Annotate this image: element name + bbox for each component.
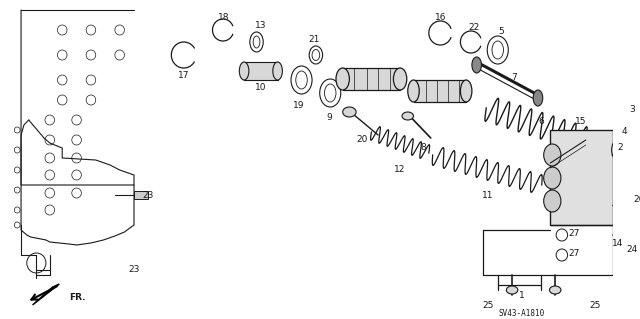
Ellipse shape — [472, 57, 481, 73]
Ellipse shape — [460, 80, 472, 102]
Text: 23: 23 — [143, 190, 154, 199]
Text: 27: 27 — [568, 249, 580, 257]
Bar — [134, 191, 148, 199]
Text: 24: 24 — [626, 246, 637, 255]
Text: 2: 2 — [618, 144, 623, 152]
Text: 25: 25 — [589, 300, 601, 309]
Text: 19: 19 — [293, 100, 305, 109]
Ellipse shape — [533, 90, 543, 106]
Ellipse shape — [342, 107, 356, 117]
Text: 21: 21 — [308, 35, 319, 44]
Ellipse shape — [394, 68, 407, 90]
Ellipse shape — [402, 112, 413, 120]
Text: 16: 16 — [435, 13, 446, 23]
Text: 18: 18 — [218, 13, 230, 23]
Text: 1: 1 — [519, 291, 525, 300]
Polygon shape — [33, 284, 60, 305]
Text: 4: 4 — [621, 128, 627, 137]
Text: 3: 3 — [629, 106, 635, 115]
Ellipse shape — [336, 68, 349, 90]
Bar — [550, 130, 612, 225]
Text: 20: 20 — [356, 136, 367, 145]
Ellipse shape — [544, 144, 561, 166]
Text: 12: 12 — [394, 166, 406, 174]
Ellipse shape — [549, 286, 561, 294]
Text: 25: 25 — [483, 300, 494, 309]
Ellipse shape — [612, 140, 623, 160]
Text: 7: 7 — [511, 73, 517, 83]
Ellipse shape — [239, 62, 249, 80]
Text: 26: 26 — [634, 196, 640, 204]
Text: 11: 11 — [483, 190, 494, 199]
Text: 15: 15 — [575, 117, 587, 127]
Text: 23: 23 — [129, 265, 140, 275]
Ellipse shape — [544, 190, 561, 212]
Text: 27: 27 — [568, 228, 580, 238]
Bar — [244, 62, 278, 80]
Ellipse shape — [408, 80, 419, 102]
Ellipse shape — [273, 62, 282, 80]
Text: 5: 5 — [499, 27, 504, 36]
Ellipse shape — [506, 286, 518, 294]
Ellipse shape — [544, 167, 561, 189]
Text: 14: 14 — [612, 239, 623, 248]
Text: 9: 9 — [326, 114, 332, 122]
Text: 8: 8 — [420, 144, 426, 152]
Text: 10: 10 — [255, 84, 266, 93]
Text: 17: 17 — [178, 70, 189, 79]
Bar — [413, 80, 466, 102]
Text: SV43-A1810: SV43-A1810 — [499, 308, 545, 317]
Text: 13: 13 — [255, 21, 266, 31]
Bar — [342, 68, 400, 90]
Text: FR.: FR. — [69, 293, 85, 302]
Text: 22: 22 — [468, 23, 479, 32]
Text: 6: 6 — [538, 117, 544, 127]
